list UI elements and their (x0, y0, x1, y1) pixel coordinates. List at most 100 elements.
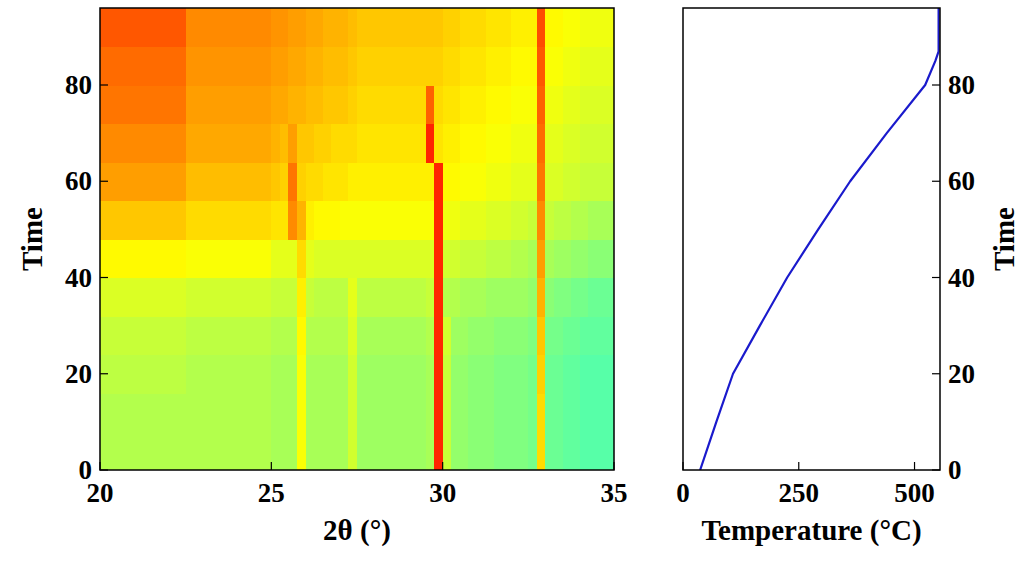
heat-cell (426, 393, 435, 432)
heat-cell (434, 239, 443, 278)
heat-cell (477, 124, 486, 163)
heat-cell (314, 124, 323, 163)
heat-cell (220, 316, 229, 355)
heat-cell (254, 432, 263, 471)
heat-cell (563, 355, 572, 394)
y-tick-label: 20 (948, 359, 975, 389)
heat-cell (477, 239, 486, 278)
heat-cell (503, 85, 512, 124)
heat-cell (400, 316, 409, 355)
heat-cell (486, 432, 495, 471)
heat-cell (511, 393, 520, 432)
heat-cell (203, 162, 212, 201)
heat-cell (117, 8, 126, 47)
heat-cell (194, 8, 203, 47)
heat-cell (100, 85, 109, 124)
heat-cell (263, 8, 272, 47)
heat-cell (151, 239, 160, 278)
heat-cell (211, 85, 220, 124)
heat-cell (323, 201, 332, 240)
heat-cell (563, 85, 572, 124)
heat-cell (417, 278, 426, 317)
heat-cell (545, 393, 554, 432)
heat-cell (554, 201, 563, 240)
heat-cell (571, 85, 580, 124)
heat-cell (237, 8, 246, 47)
heat-cell (374, 8, 383, 47)
heat-cell (486, 8, 495, 47)
heat-cell (306, 162, 315, 201)
heat-cell (246, 85, 255, 124)
heat-cell (229, 162, 238, 201)
heat-cell (503, 393, 512, 432)
heat-cell (357, 316, 366, 355)
heat-cell (520, 201, 529, 240)
heat-cell (366, 85, 375, 124)
heat-cell (426, 162, 435, 201)
heat-cell (605, 393, 614, 432)
heat-cell (383, 393, 392, 432)
heat-cell (271, 8, 280, 47)
heat-cell (468, 239, 477, 278)
heat-cell (597, 201, 606, 240)
heat-cell (169, 432, 178, 471)
y-tick (100, 181, 108, 182)
heat-cell (443, 85, 452, 124)
heat-cell (503, 124, 512, 163)
heat-cell (391, 278, 400, 317)
heat-cell (134, 8, 143, 47)
x-tick (613, 462, 614, 470)
heat-cell (434, 201, 443, 240)
heat-cell (426, 355, 435, 394)
heat-cell (271, 355, 280, 394)
heat-cell (280, 124, 289, 163)
x-tick (99, 462, 100, 470)
heat-cell (100, 278, 109, 317)
heat-cell (426, 47, 435, 86)
heat-cell (237, 355, 246, 394)
heat-cell (434, 85, 443, 124)
heat-cell (494, 278, 503, 317)
heat-cell (511, 8, 520, 47)
heat-cell (477, 85, 486, 124)
heat-cell (348, 201, 357, 240)
x-tick (914, 462, 915, 470)
x-tick-label: 25 (258, 478, 285, 508)
heat-cell (605, 355, 614, 394)
heat-cell (528, 355, 537, 394)
heat-cell (280, 162, 289, 201)
y-tick (100, 277, 108, 278)
heat-cell (220, 278, 229, 317)
heat-cell (160, 85, 169, 124)
heat-cell (100, 162, 109, 201)
heat-cell (143, 8, 152, 47)
heat-cell (109, 316, 118, 355)
heat-cell (357, 393, 366, 432)
heat-cell (126, 393, 135, 432)
heat-cell (134, 278, 143, 317)
heat-cell (177, 432, 186, 471)
heat-cell (434, 393, 443, 432)
temperature-panel: 0250500020406080Temperature (°C)Time (676, 8, 1020, 547)
heat-cell (306, 124, 315, 163)
heat-cell (203, 432, 212, 471)
heat-cell (563, 278, 572, 317)
heat-cell (468, 8, 477, 47)
heat-cell (494, 432, 503, 471)
y-tick-label: 60 (65, 166, 92, 196)
heat-cell (545, 278, 554, 317)
heat-cell (340, 432, 349, 471)
heat-cell (545, 85, 554, 124)
heat-cell (383, 162, 392, 201)
heat-cell (580, 239, 589, 278)
heat-cell (563, 316, 572, 355)
heat-cell (571, 355, 580, 394)
heat-cell (477, 316, 486, 355)
heat-cell (391, 355, 400, 394)
heat-cell (597, 124, 606, 163)
heat-cell (460, 47, 469, 86)
heat-cell (605, 432, 614, 471)
heat-cell (511, 355, 520, 394)
heat-cell (400, 278, 409, 317)
heat-cell (400, 47, 409, 86)
